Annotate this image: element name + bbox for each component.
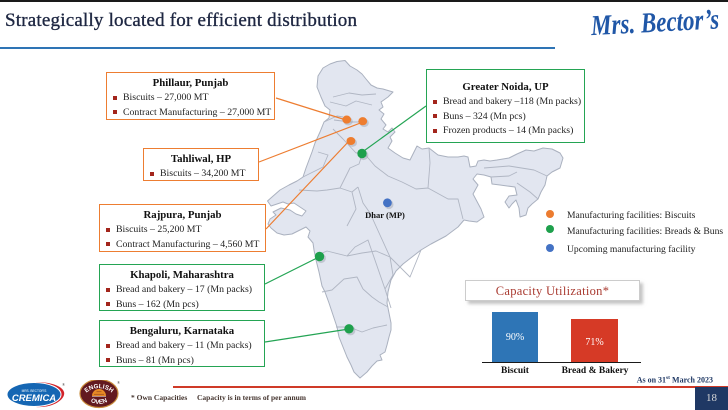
svg-text:®: ® <box>62 382 65 387</box>
svg-text:ENGLISH: ENGLISH <box>83 383 115 395</box>
svg-text:OVEN: OVEN <box>90 397 109 406</box>
svg-text:®: ® <box>117 380 120 385</box>
svg-text:MRS. BECTOR'S: MRS. BECTOR'S <box>22 389 47 393</box>
svg-text:CREMICA: CREMICA <box>12 393 56 404</box>
